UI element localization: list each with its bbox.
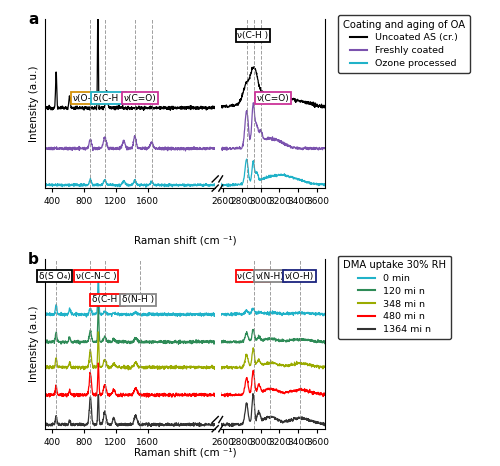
Text: ν(O-O): ν(O-O)	[72, 94, 102, 103]
Text: δ(C-H ): δ(C-H )	[93, 94, 124, 103]
Text: ν(N-H): ν(N-H)	[256, 272, 284, 281]
Text: b: b	[28, 253, 39, 267]
Text: δ(C-H ): δ(C-H )	[92, 295, 124, 304]
Text: ν(C-N-C ): ν(C-N-C )	[76, 272, 116, 281]
Text: ν(C=O): ν(C=O)	[256, 94, 289, 103]
Y-axis label: Intensity (a.u.): Intensity (a.u.)	[30, 65, 40, 142]
Text: ν(C-H ): ν(C-H )	[238, 31, 268, 40]
Text: ν(C-H ): ν(C-H )	[238, 272, 268, 281]
Y-axis label: Intensity (a.u.): Intensity (a.u.)	[30, 306, 40, 382]
Text: δ(N-H ): δ(N-H )	[122, 295, 154, 304]
Legend: Uncoated AS (cr.), Freshly coated, Ozone processed: Uncoated AS (cr.), Freshly coated, Ozone…	[338, 15, 469, 73]
Text: Raman shift (cm ⁻¹): Raman shift (cm ⁻¹)	[134, 447, 236, 457]
Text: δ(S O₄): δ(S O₄)	[38, 272, 70, 281]
Text: Raman shift (cm ⁻¹): Raman shift (cm ⁻¹)	[134, 235, 236, 245]
Text: a: a	[28, 12, 38, 27]
Text: ν(O-H): ν(O-H)	[285, 272, 314, 281]
Text: ν(C=O): ν(C=O)	[124, 94, 157, 103]
Legend: 0 min, 120 mi n, 348 mi n, 480 mi n, 1364 mi n: 0 min, 120 mi n, 348 mi n, 480 mi n, 136…	[338, 255, 450, 339]
